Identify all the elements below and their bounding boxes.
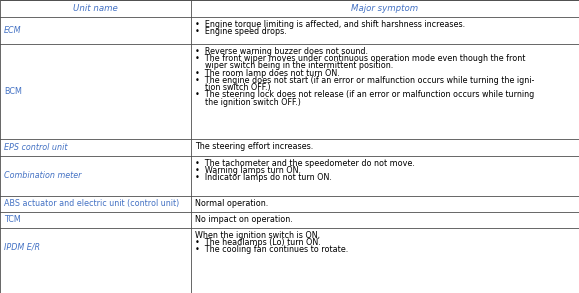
Text: •  The engine does not start (if an error or malfunction occurs while turning th: • The engine does not start (if an error… [195, 76, 534, 85]
Text: •  The room lamp does not turn ON.: • The room lamp does not turn ON. [195, 69, 340, 78]
Text: Combination meter: Combination meter [4, 171, 82, 180]
Text: Unit name: Unit name [73, 4, 118, 13]
Text: Major symptom: Major symptom [351, 4, 419, 13]
Text: •  The cooling fan continues to rotate.: • The cooling fan continues to rotate. [195, 246, 349, 255]
Text: No impact on operation.: No impact on operation. [195, 215, 293, 224]
Text: TCM: TCM [4, 215, 21, 224]
Text: •  The front wiper moves under continuous operation mode even though the front: • The front wiper moves under continuous… [195, 54, 526, 63]
Text: •  Warning lamps turn ON.: • Warning lamps turn ON. [195, 166, 301, 175]
Text: the ignition switch OFF.): the ignition switch OFF.) [195, 98, 301, 107]
Text: •  Reverse warning buzzer does not sound.: • Reverse warning buzzer does not sound. [195, 47, 368, 56]
Text: EPS control unit: EPS control unit [4, 143, 68, 152]
Text: •  The tachometer and the speedometer do not move.: • The tachometer and the speedometer do … [195, 159, 415, 168]
Text: •  Engine torque limiting is affected, and shift harshness increases.: • Engine torque limiting is affected, an… [195, 20, 466, 29]
Text: ECM: ECM [4, 26, 21, 35]
Text: ABS actuator and electric unit (control unit): ABS actuator and electric unit (control … [4, 200, 179, 209]
Text: wiper switch being in the intermittent position.: wiper switch being in the intermittent p… [195, 62, 393, 71]
Text: •  Indicator lamps do not turn ON.: • Indicator lamps do not turn ON. [195, 173, 332, 183]
Text: The steering effort increases.: The steering effort increases. [195, 142, 313, 151]
Text: BCM: BCM [4, 87, 22, 96]
Text: When the ignition switch is ON,: When the ignition switch is ON, [195, 231, 320, 240]
Text: IPDM E/R: IPDM E/R [4, 243, 40, 251]
Text: tion switch OFF.): tion switch OFF.) [195, 83, 271, 92]
Text: Normal operation.: Normal operation. [195, 199, 269, 208]
Text: •  The steering lock does not release (if an error or malfunction occurs while t: • The steering lock does not release (if… [195, 91, 534, 100]
Text: •  Engine speed drops.: • Engine speed drops. [195, 27, 287, 36]
Text: •  The headlamps (Lo) turn ON.: • The headlamps (Lo) turn ON. [195, 238, 321, 247]
